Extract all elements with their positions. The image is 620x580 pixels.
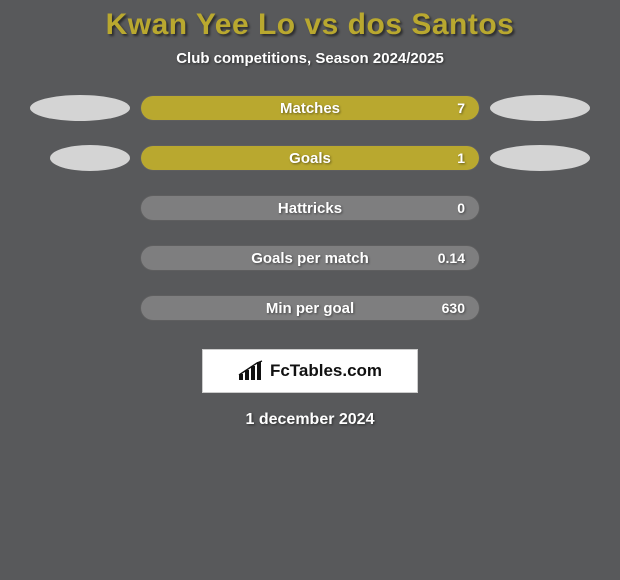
stat-bar: Matches 7 <box>140 95 480 121</box>
stat-label: Matches <box>280 100 340 117</box>
player-left-marker <box>30 95 130 121</box>
stat-row: Goals 1 <box>0 145 620 171</box>
player-left-marker <box>50 145 130 171</box>
stat-row: Hattricks 0 <box>0 195 620 221</box>
stat-bar: Hattricks 0 <box>140 195 480 221</box>
stat-bar: Min per goal 630 <box>140 295 480 321</box>
stat-value: 630 <box>442 300 465 316</box>
stat-bar: Goals per match 0.14 <box>140 245 480 271</box>
player-right-marker <box>490 95 590 121</box>
stat-label: Goals per match <box>251 250 369 267</box>
stat-bar: Goals 1 <box>140 145 480 171</box>
stat-value: 0.14 <box>438 250 465 266</box>
stat-row: Min per goal 630 <box>0 295 620 321</box>
stat-row: Matches 7 <box>0 95 620 121</box>
page-title: Kwan Yee Lo vs dos Santos <box>0 8 620 42</box>
stats-list: Matches 7 Goals 1 Hattricks 0 Goals per match 0… <box>0 95 620 321</box>
logo-text: FcTables.com <box>270 361 382 381</box>
stat-label: Hattricks <box>278 200 342 217</box>
date-text: 1 december 2024 <box>0 411 620 429</box>
subtitle: Club competitions, Season 2024/2025 <box>0 50 620 67</box>
stat-value: 7 <box>457 100 465 116</box>
stat-value: 0 <box>457 200 465 216</box>
player-right-marker <box>490 145 590 171</box>
stat-label: Min per goal <box>266 300 354 317</box>
stat-value: 1 <box>457 150 465 166</box>
stat-row: Goals per match 0.14 <box>0 245 620 271</box>
stat-label: Goals <box>289 150 331 167</box>
comparison-card: Kwan Yee Lo vs dos Santos Club competiti… <box>0 0 620 580</box>
bar-chart-icon <box>238 360 264 382</box>
logo-box: FcTables.com <box>202 349 418 393</box>
